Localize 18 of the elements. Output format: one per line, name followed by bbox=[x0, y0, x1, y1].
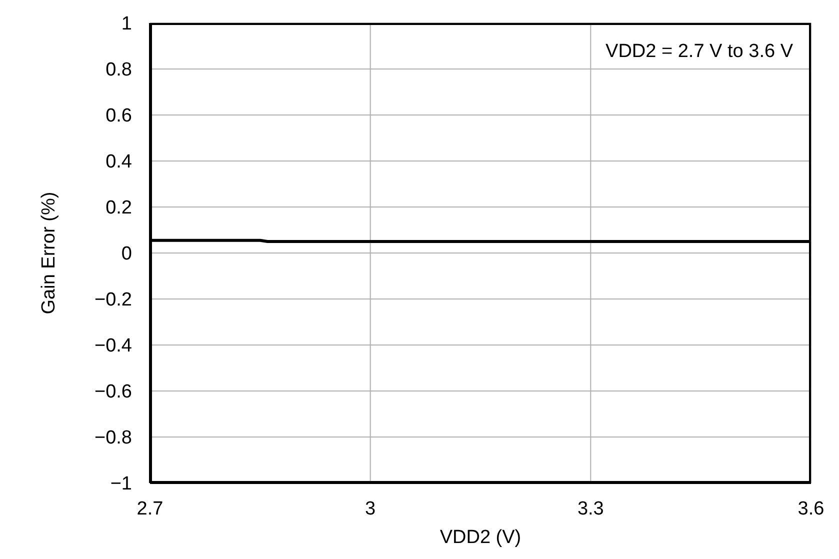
y-tick-label: 0 bbox=[121, 244, 132, 265]
y-tick-label: 1 bbox=[121, 14, 132, 35]
y-tick-label: −0.2 bbox=[94, 290, 132, 311]
y-tick-label: 0.8 bbox=[106, 60, 132, 81]
y-tick-label: −0.4 bbox=[94, 336, 132, 357]
y-axis-title: Gain Error (%) bbox=[38, 192, 60, 314]
y-tick-label: −0.8 bbox=[94, 428, 132, 449]
y-tick-label: −1 bbox=[110, 474, 132, 495]
annotation: VDD2 = 2.7 V to 3.6 V bbox=[600, 37, 799, 67]
x-tick-label: 3.6 bbox=[798, 498, 824, 520]
y-tick-label: 0.2 bbox=[106, 198, 132, 219]
y-tick-label: 0.6 bbox=[106, 106, 132, 127]
y-tick-label: −0.6 bbox=[94, 382, 132, 403]
x-tick-label: 3 bbox=[365, 498, 376, 520]
x-tick-label: 2.7 bbox=[136, 498, 164, 520]
y-tick-label: 0.4 bbox=[106, 152, 132, 173]
x-axis-title: VDD2 (V) bbox=[440, 527, 522, 548]
x-tick-label: 3.3 bbox=[577, 498, 604, 520]
